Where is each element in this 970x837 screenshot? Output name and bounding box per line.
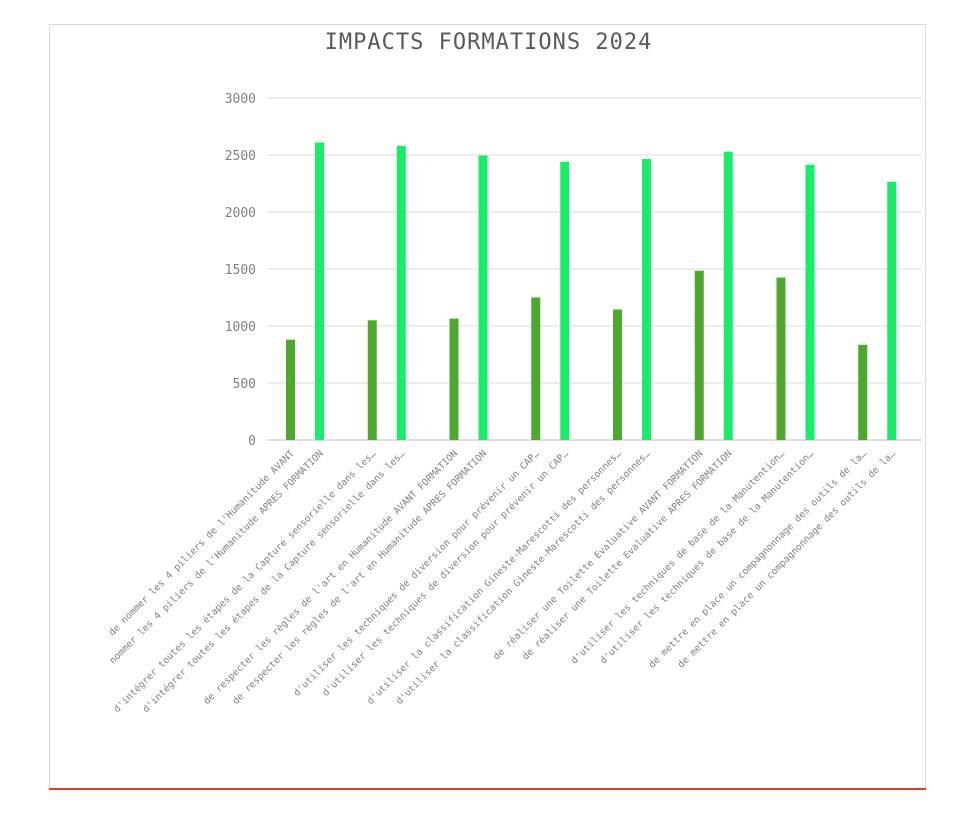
y-tick-label: 2500 [225, 149, 256, 164]
x-tick-label: de nommer les 4 piliers de l'Humanitude … [107, 448, 297, 638]
bar [449, 318, 459, 440]
bar [694, 270, 704, 440]
x-tick-label: d'intégrer toutes les étapes de la Captu… [141, 448, 408, 715]
y-tick-label: 1000 [225, 320, 256, 335]
bar [887, 181, 897, 441]
bottom-divider [49, 788, 926, 790]
bar [776, 277, 786, 440]
y-tick-label: 1500 [225, 263, 256, 278]
bar [396, 145, 406, 440]
bar [478, 155, 488, 440]
y-tick-label: 3000 [225, 92, 256, 107]
y-tick-label: 500 [233, 377, 256, 392]
bar [613, 309, 622, 440]
bar [723, 151, 733, 440]
bar [560, 161, 570, 440]
bar [315, 142, 324, 440]
y-tick-label: 2000 [225, 206, 256, 221]
chart-title: IMPACTS FORMATIONS 2024 [324, 30, 653, 55]
y-tick-label: 0 [248, 434, 256, 449]
bar [367, 320, 377, 440]
bar [286, 339, 295, 440]
bar [858, 344, 868, 440]
bar [531, 297, 541, 440]
bar [805, 164, 815, 440]
bar [642, 158, 651, 441]
